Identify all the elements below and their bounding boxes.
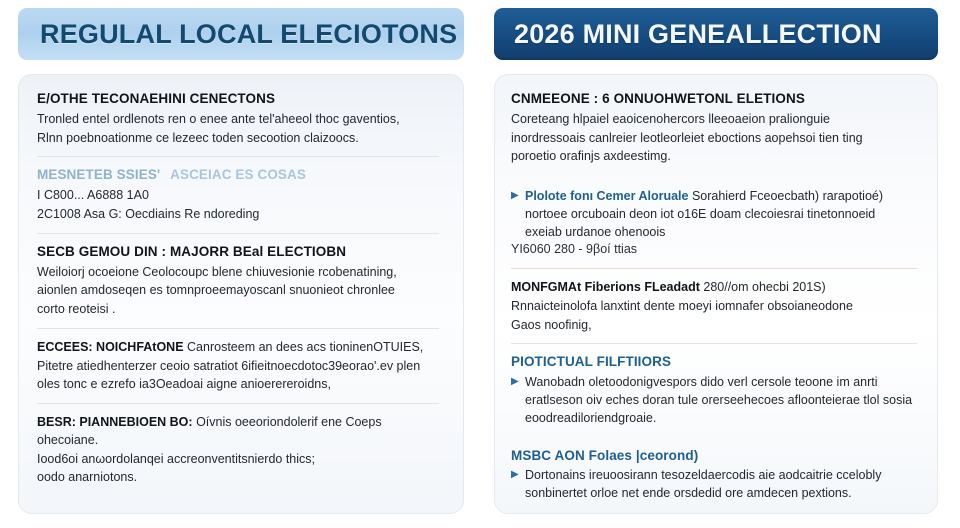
bullet-triangle-icon: ▶ xyxy=(511,190,519,202)
left-section-5-heading-row: BESR: PIANNEBIOEN BO: Oívnis oeeoriondol… xyxy=(37,414,445,450)
right-section-2-bullet-rest: Sorahierd Fceoecbath) rarapotioé) xyxy=(691,189,884,204)
left-section-4-heading: ECCEES: NOICHFAtONE xyxy=(37,339,184,354)
right-section-5-bullet-line-1: Dortonains ireuoosirann tesozeldaercodis… xyxy=(525,468,882,483)
right-section-2-bullet-line-2: exeiab urdanoe ohenoois xyxy=(525,224,666,239)
left-section-2-heading-secondary: ASCEIAC ES COSAS xyxy=(170,167,306,183)
right-section-1-heading: CNMEEONE : 6 ONNUOHWETONL ELETIONS xyxy=(511,91,805,106)
left-section-3-line-1: Weiloiorj ocoeione Ceolocoupc blene chiu… xyxy=(37,264,397,279)
right-section-1-line-3: poroetio orafinjs axdeestimg. xyxy=(511,149,671,164)
right-section-4-bullet-line-2: eratlseson oiv eches doran tule orerseeh… xyxy=(525,393,913,407)
right-section-5-bullet-line-2: sonbinertet orloe net ende orsdedid ore … xyxy=(525,486,852,501)
right-section-2-meta: YI6060 280 - 9βoí ttias xyxy=(511,242,638,257)
right-section-2-bullet-line-1: nortoee orcuboain deon iot o16E doam cle… xyxy=(525,206,876,221)
right-section-3-heading-rest: 280//om ohecbi 201S) xyxy=(703,280,826,295)
left-header-banner: REGULAL LOCAL ELECIOTONS xyxy=(18,8,464,60)
right-section-5: MSBC AON Folaes |ceorond) ▶ Dortonains i… xyxy=(511,448,923,503)
left-section-1: E/OTHE TECONAEHINI CENECTONS Tronled ent… xyxy=(37,91,445,158)
right-section-3-heading-row: MONFGMAt Fiberions FLeadadt 280//om ohec… xyxy=(511,279,923,297)
panel-regular-local-elections: REGULAL LOCAL ELECIOTONS E/OTHE TECONAEH… xyxy=(18,8,464,514)
left-section-5-heading-rest: Oívnis oeeoriondolerif ene Coeps ohecoia… xyxy=(37,415,382,447)
right-section-5-bullet: ▶ Dortonains ireuoosirann tesozeldaercod… xyxy=(511,467,923,503)
right-content-card: CNMEEONE : 6 ONNUOHWETONL ELETIONS Coret… xyxy=(494,74,938,514)
right-section-5-heading: MSBC AON Folaes |ceorond) xyxy=(511,447,699,463)
left-section-3-heading: SECB GEMOU DIN : MAJORR BEal ELECTIOBN xyxy=(37,243,347,259)
right-section-4-bullet-line-3: eoodreadiloriendgroaie. xyxy=(525,410,657,425)
right-section-5-bullet-text: Dortonains ireuoosirann tesozeldaercodis… xyxy=(525,467,923,503)
right-section-3-heading: MONFGMAt Fiberions FLeadadt xyxy=(511,280,700,295)
left-section-3-line-3: corto reoteisi . xyxy=(37,302,116,317)
right-section-4-bullet-text: Wanobadn oletoodonigvespors dido verl ce… xyxy=(525,374,923,427)
right-section-2-bullet: ▶ Plolote fonı Cemer Aloruale Sorahierd … xyxy=(511,188,923,241)
left-section-2-line-2: 2C1008 Asa G: Oecdiains Re ndoreding xyxy=(37,207,260,221)
left-section-5-heading: BESR: PIANNEBIOEN BO: xyxy=(37,415,193,430)
left-section-3-line-2: aionlen amdoseqen es tomnproeemayoscanl … xyxy=(37,283,395,298)
bullet-triangle-icon: ▶ xyxy=(511,376,519,388)
right-section-2-bullet-text: Plolote fonı Cemer Aloruale Sorahierd Fc… xyxy=(525,188,923,241)
left-section-5-line-2: oodo anarniotons. xyxy=(37,470,138,485)
right-section-1-line-2: inordressoais canlreier leotleorleiet eb… xyxy=(511,130,863,145)
right-section-3-line-1: Rnnaicteinolofa lanxtint dente moeyi iom… xyxy=(511,298,853,313)
right-section-4-bullet: ▶ Wanobadn oletoodonigvespors dido verl … xyxy=(511,374,923,427)
left-section-4: ECCEES: NOICHFAtONE Canrosteem an dees a… xyxy=(37,339,445,405)
right-section-1-line-1: Coreteang hlpaiel eaoicenohercors lleeoa… xyxy=(511,111,830,126)
left-section-4-heading-rest: Canrosteem an dees acs tioninenOTUIES, xyxy=(187,339,424,354)
right-section-3: MONFGMAt Fiberions FLeadadt 280//om ohec… xyxy=(511,279,923,345)
left-section-5-line-1: Iood6oi anωordolanqei accreonventitsnier… xyxy=(37,451,315,466)
bullet-triangle-icon: ▶ xyxy=(511,469,519,481)
left-section-2-heading: MESNETEB SSIES' ASCEIAC ES COSAS xyxy=(37,167,445,184)
left-section-2-line-1: I C800... A6888 1A0 xyxy=(37,188,149,203)
left-content-card: E/OTHE TECONAEHINI CENECTONS Tronled ent… xyxy=(18,74,464,514)
left-section-5: BESR: PIANNEBIOEN BO: Oívnis oeeoriondol… xyxy=(37,414,445,487)
right-header-title: 2026 MINI GENEALLECTION xyxy=(514,18,882,49)
right-section-2: ▶ Plolote fonı Cemer Aloruale Sorahierd … xyxy=(511,186,923,270)
panel-2026-mini-general-election: 2026 MINI GENEALLECTION CNMEEONE : 6 ONN… xyxy=(482,0,960,528)
right-header-banner: 2026 MINI GENEALLECTION xyxy=(494,8,938,60)
right-section-2-bullet-strong: Plolote fonı Cemer Aloruale xyxy=(525,189,689,204)
left-section-4-heading-row: ECCEES: NOICHFAtONE Canrosteem an dees a… xyxy=(37,339,445,357)
left-section-2: MESNETEB SSIES' ASCEIAC ES COSAS I C800.… xyxy=(37,167,445,235)
left-section-1-line-2: Rlnn poebnoationme ce lezeec toden secoo… xyxy=(37,130,359,145)
right-section-4-heading: PIOTICTUAL FILFTIIORS xyxy=(511,354,672,370)
right-section-3-line-2: Gaos noofinig, xyxy=(511,317,592,332)
right-section-4: PIOTICTUAL FILFTIIORS ▶ Wanobadn oletood… xyxy=(511,354,923,437)
left-section-2-heading-muted: MESNETEB SSIES' xyxy=(37,167,161,183)
left-section-4-line-2: oles tonc e ezrefo ia3Oeadoai aigne anio… xyxy=(37,377,331,392)
left-section-1-heading: E/OTHE TECONAEHINI CENECTONS xyxy=(37,91,276,106)
left-section-3: SECB GEMOU DIN : MAJORR BEal ELECTIOBN W… xyxy=(37,243,445,330)
left-header-title: REGULAL LOCAL ELECIOTONS xyxy=(40,18,458,49)
right-section-1: CNMEEONE : 6 ONNUOHWETONL ELETIONS Coret… xyxy=(511,91,923,176)
left-section-4-line-1: Pitetre atiedhenterzer ceoio satratiot 6… xyxy=(37,358,421,373)
right-section-4-bullet-line-1: Wanobadn oletoodonigvespors dido verl ce… xyxy=(525,375,878,390)
left-section-1-line-1: Tronled entel ordlenots ren o enee ante … xyxy=(37,111,400,126)
